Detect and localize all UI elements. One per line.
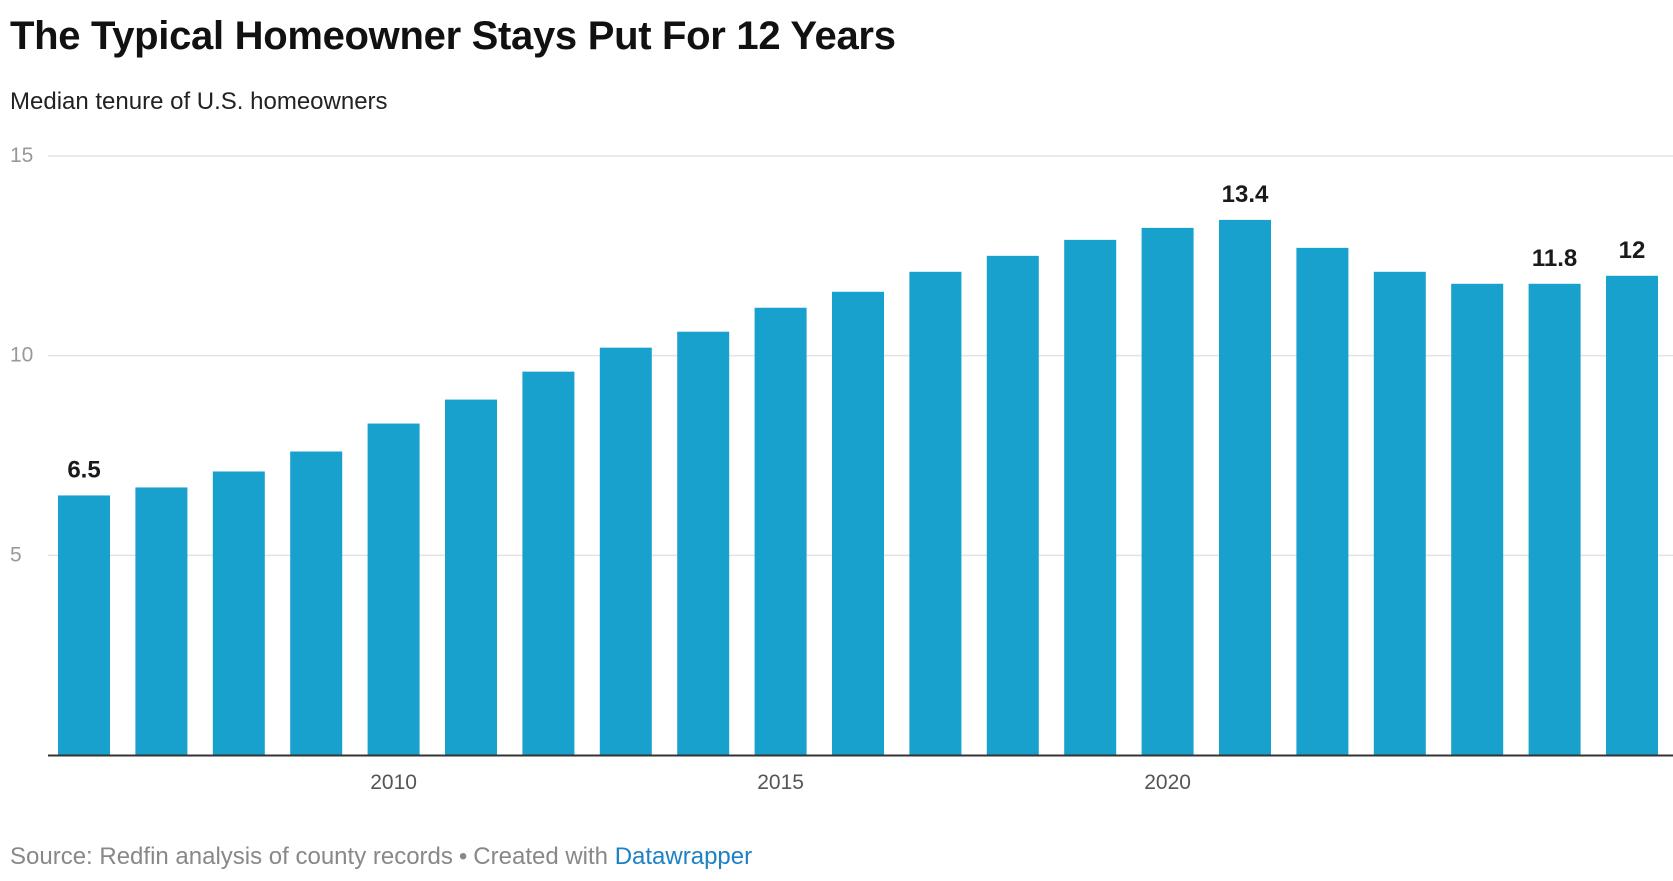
bar-2009 [290, 451, 343, 755]
footer-separator: • [458, 843, 468, 870]
bar-2014 [677, 331, 730, 755]
bar-2021 [1219, 219, 1271, 756]
chart-footer: Source: Redfin analysis of county record… [10, 843, 752, 871]
bar-2011 [445, 399, 497, 755]
y-tick-label-15: 15 [10, 144, 33, 167]
bar-chart: 5 10 15 2010 2015 2020 6.5 13.4 11.8 12 [10, 144, 1673, 794]
y-tick-label-5: 5 [10, 543, 22, 566]
bar-2012 [522, 371, 575, 755]
bar-2016 [832, 291, 884, 755]
y-tick-label-10: 10 [10, 344, 33, 367]
chart-title: The Typical Homeowner Stays Put For 12 Y… [10, 14, 896, 58]
bar-2026 [1606, 275, 1658, 755]
bar-2010 [367, 423, 420, 755]
source-note: Source: Redfin analysis of county record… [10, 843, 453, 870]
x-tick-label-2020: 2020 [1144, 771, 1191, 794]
x-tick-label-2015: 2015 [757, 771, 804, 794]
bar-2013 [599, 347, 652, 755]
created-with-text: Created with [473, 843, 609, 870]
bar-2017 [909, 271, 962, 755]
value-label-2006: 6.5 [67, 456, 100, 483]
chart-subtitle: Median tenure of U.S. homeowners [10, 88, 388, 115]
bar-2019 [1064, 239, 1117, 756]
bar-2023 [1373, 271, 1426, 755]
bar-2025 [1528, 283, 1581, 755]
bar-2015 [754, 307, 807, 755]
datawrapper-link[interactable]: Datawrapper [614, 843, 753, 870]
value-label-2021: 13.4 [1222, 181, 1269, 208]
bar-2018 [986, 255, 1039, 756]
x-tick-label-2010: 2010 [370, 771, 417, 794]
value-label-2026: 12 [1619, 237, 1646, 264]
value-label-2025: 11.8 [1532, 245, 1577, 272]
bar-2006 [58, 495, 110, 755]
bar-2020 [1141, 227, 1194, 755]
bar-2007 [135, 487, 188, 755]
bar-2022 [1296, 247, 1349, 755]
bar-2024 [1451, 283, 1504, 755]
bar-2008 [212, 471, 265, 755]
